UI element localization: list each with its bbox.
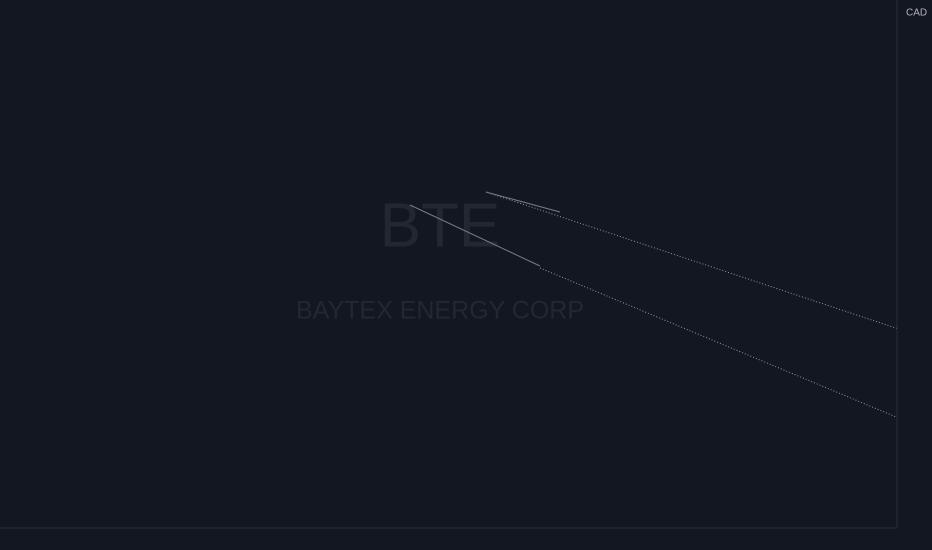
trend-line [485, 191, 897, 329]
trend-line [485, 191, 561, 213]
trend-line [539, 267, 897, 418]
watermark-symbol: BTE [380, 191, 501, 260]
watermark: BTE BAYTEX ENERGY CORP [296, 191, 584, 324]
axes: CAD [906, 8, 927, 19]
currency: CAD [906, 8, 927, 19]
watermark-name: BAYTEX ENERGY CORP [296, 297, 584, 325]
trend-line [409, 204, 541, 267]
price-axis [897, 0, 932, 550]
trend-lines [409, 191, 897, 418]
time-axis [0, 528, 932, 550]
